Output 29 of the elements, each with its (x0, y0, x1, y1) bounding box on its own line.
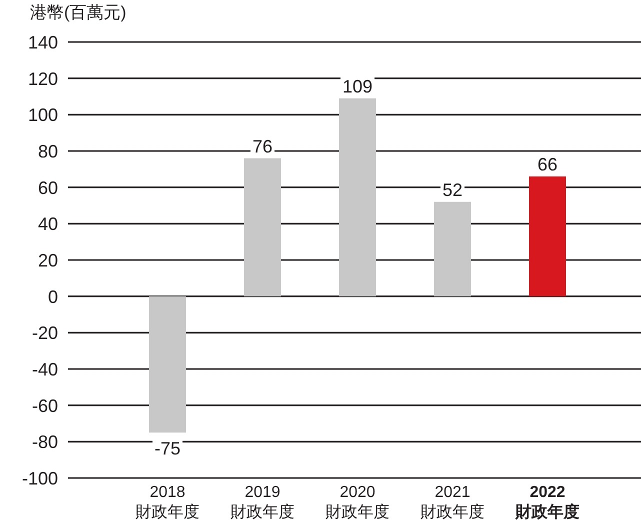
bar (149, 296, 186, 433)
y-tick-label: -100 (22, 468, 58, 488)
y-tick-label: -40 (32, 360, 58, 380)
y-tick-label: 100 (28, 105, 58, 126)
y-tick-label: 60 (38, 178, 58, 198)
y-tick-label: 120 (28, 68, 58, 89)
y-axis-title: 港幣(百萬元) (30, 3, 126, 22)
bar (244, 158, 281, 296)
y-tick-label: 80 (38, 142, 58, 162)
y-tick-label: 0 (48, 286, 58, 307)
y-tick-label: -80 (32, 432, 58, 452)
bar (434, 202, 471, 296)
y-tick-label: 40 (38, 214, 58, 234)
x-tick-label: 2019 財政年度 (230, 484, 294, 521)
x-tick-label: 2021 財政年度 (420, 484, 484, 521)
x-tick-label: 2020 財政年度 (326, 484, 390, 521)
x-tick-label: 2022 財政年度 (514, 484, 580, 521)
y-tick-label: 140 (28, 32, 58, 52)
bar (529, 176, 566, 296)
data-label: -75 (154, 438, 181, 459)
bar (339, 98, 376, 296)
x-tick-label: 2018 財政年度 (136, 484, 200, 521)
data-label: 109 (342, 76, 373, 96)
y-tick-label: -60 (32, 396, 58, 416)
data-label: 76 (252, 136, 273, 156)
y-tick-label: 20 (38, 250, 58, 270)
y-tick-label: -20 (32, 323, 58, 344)
data-label: 66 (537, 154, 558, 174)
data-label: 52 (442, 180, 463, 200)
